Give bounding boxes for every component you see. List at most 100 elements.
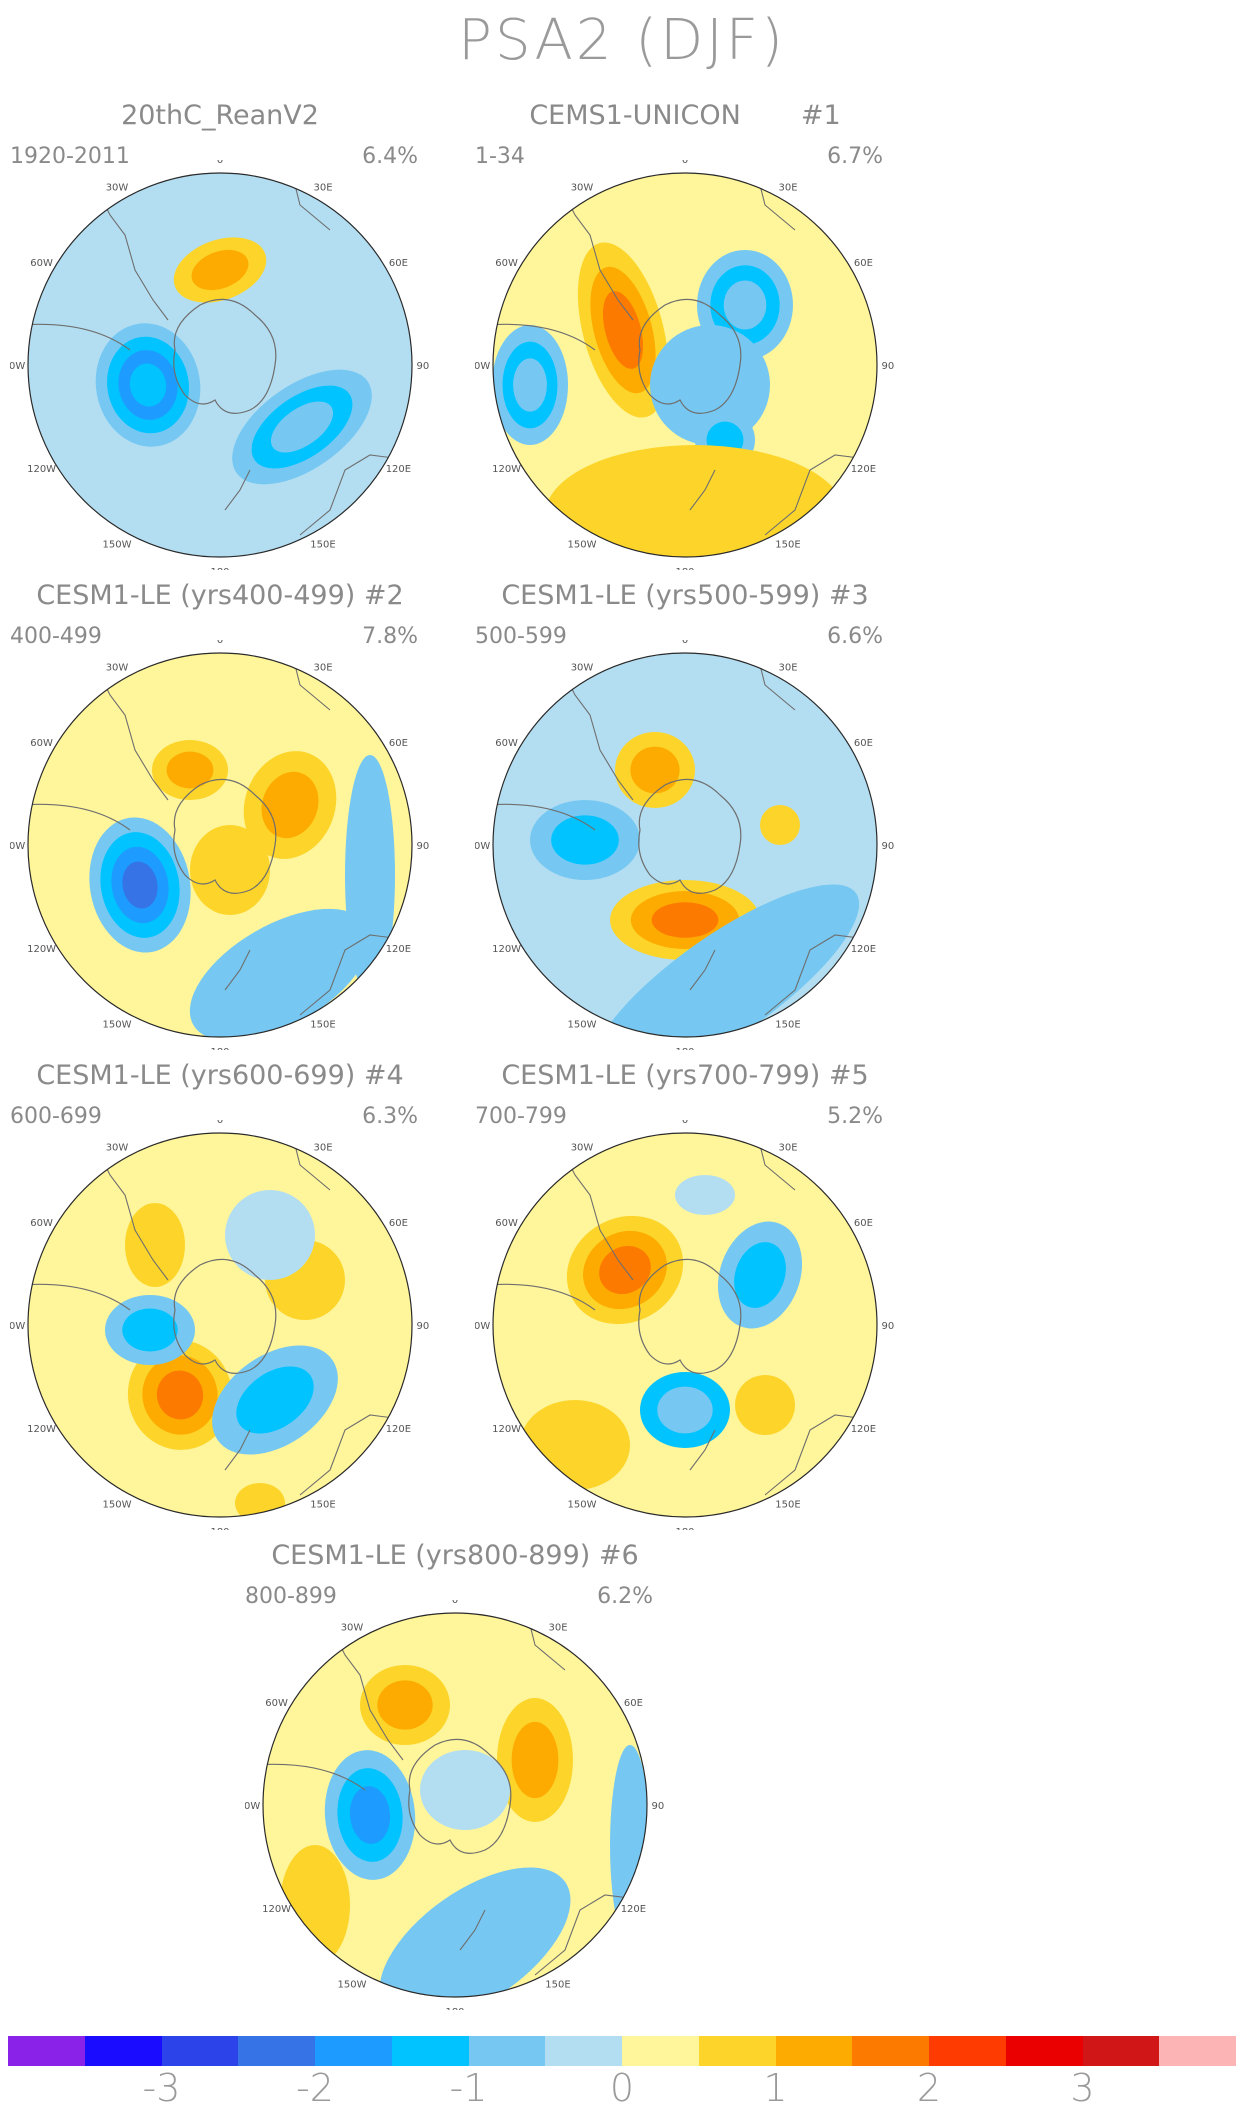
panel-variance-percent: 6.2%	[597, 1584, 653, 1609]
longitude-label: 30W	[106, 663, 129, 674]
colorbar-tick-label: -2	[296, 2066, 334, 2110]
longitude-label: 90W	[245, 1801, 260, 1812]
map-panel: 20thC_ReanV2 1920-2011 6.4% 0 30E 60E 90E 120E 1…	[10, 100, 430, 570]
longitude-label: 150E	[775, 1499, 800, 1510]
panel-title: 20thC_ReanV2	[121, 100, 319, 131]
longitude-label: 120W	[492, 464, 521, 475]
field-background	[28, 1133, 412, 1517]
australia-coastline	[299, 1414, 411, 1496]
longitude-label: 120E	[386, 1424, 411, 1435]
longitude-label: 90E	[651, 1801, 665, 1812]
polar-map: 0 30E 60E 90E 120E 150E 180 150W 120W 90W 60W 30W	[10, 1120, 430, 1530]
colorbar-swatch	[8, 2036, 85, 2066]
map-border	[492, 652, 878, 1038]
panel-years: 800-899	[245, 1584, 337, 1609]
longitude-label: 90W	[10, 841, 25, 852]
anomaly-contour	[673, 348, 747, 422]
contour-field	[28, 653, 412, 1037]
longitude-label: 60W	[265, 1698, 288, 1709]
longitude-label: 90E	[416, 841, 430, 852]
longitude-label: 120W	[27, 1424, 56, 1435]
coastline	[28, 1283, 131, 1311]
longitude-label: 30W	[571, 183, 594, 194]
anomaly-contour	[189, 908, 371, 1037]
coastline	[28, 323, 131, 351]
colorbar-swatch	[1082, 2036, 1160, 2066]
panel-variance-percent: 5.2%	[827, 1104, 883, 1129]
contour-field	[263, 1613, 647, 1997]
colorbar-swatch	[468, 2036, 546, 2066]
map-border	[492, 1132, 878, 1518]
australia-coastline	[764, 1414, 876, 1496]
figure-title: PSA2 (DJF)	[458, 8, 786, 73]
antarctica-coastline	[638, 1258, 742, 1374]
panel-years: 400-499	[10, 624, 102, 649]
anomaly-contour	[511, 1721, 559, 1799]
anomaly-contour	[551, 815, 619, 865]
polar-map: 0 30E 60E 90E 120E 150E 180 150W 120W 90W 60W 30W	[245, 1600, 665, 2010]
panel-variance-percent: 6.6%	[827, 624, 883, 649]
longitude-label: 60W	[495, 1218, 518, 1229]
contour-field	[28, 1133, 412, 1517]
panel-years: 600-699	[10, 1104, 102, 1129]
map-panel: CEMS1-UNICON #11-34 6.7% 0 30E 60E 90E 120E 150…	[475, 100, 895, 570]
colorbar-swatch	[775, 2036, 853, 2066]
longitude-label: 0	[217, 640, 223, 646]
anomaly-contour	[379, 1867, 571, 1997]
anomaly-contour	[261, 771, 319, 839]
longitude-label: 150E	[775, 1019, 800, 1030]
longitude-label: 90W	[475, 841, 490, 852]
longitude-label: 30W	[571, 1143, 594, 1154]
longitude-label: 90E	[881, 1321, 895, 1332]
longitude-label: 150W	[568, 1019, 597, 1030]
panel-title: CESM1-LE (yrs600-699) #4	[36, 1060, 404, 1091]
map-border	[27, 652, 413, 1038]
colorbar-tick-label: 1	[763, 2066, 788, 2110]
polar-map: 0 30E 60E 90E 120E 150E 180 150W 120W 90W 60W 30W	[475, 640, 895, 1050]
panel-title: CEMS1-UNICON #1	[529, 100, 841, 131]
colorbar-swatch	[852, 2036, 929, 2066]
map-border	[27, 1132, 413, 1518]
longitude-label: 90W	[10, 361, 25, 372]
antarctica-coastline	[638, 298, 742, 414]
new-zealand-coastline	[224, 949, 251, 991]
coastline	[263, 1763, 366, 1791]
longitude-label: 60E	[624, 1698, 643, 1709]
longitude-label: 0	[682, 1120, 688, 1126]
longitude-label: 30W	[571, 663, 594, 674]
longitude-label: 120W	[492, 944, 521, 955]
anomaly-contour	[520, 1400, 630, 1490]
longitude-label: 180	[210, 1527, 229, 1530]
longitude-label: 120W	[27, 464, 56, 475]
longitude-label: 30W	[341, 1623, 364, 1634]
longitude-label: 180	[210, 567, 229, 570]
longitude-label: 150E	[775, 539, 800, 550]
longitude-label: 90W	[475, 1321, 490, 1332]
panel-variance-percent: 6.4%	[362, 144, 418, 169]
longitude-label: 180	[675, 1527, 694, 1530]
longitude-label: 60W	[495, 258, 518, 269]
anomaly-contour	[270, 401, 334, 453]
colorbar-swatch	[1005, 2036, 1083, 2066]
anomaly-contour	[675, 1175, 735, 1215]
anomaly-contour	[734, 1242, 786, 1308]
panel-years: 700-799	[475, 1104, 567, 1129]
anomaly-contour	[129, 363, 167, 407]
contour-field	[493, 173, 877, 557]
longitude-label: 30E	[313, 663, 332, 674]
panel-years: 500-599	[475, 624, 567, 649]
antarctica-coastline	[173, 1258, 277, 1374]
colorbar-tick-label: 2	[916, 2066, 942, 2110]
longitude-label: 150W	[338, 1979, 367, 1990]
longitude-label: 30W	[106, 183, 129, 194]
coastline	[28, 803, 131, 831]
anomaly-contour	[651, 902, 719, 938]
longitude-label: 30E	[778, 183, 797, 194]
panel-years: 1-34	[475, 144, 525, 169]
australia-coastline	[764, 934, 876, 1016]
polar-map: 0 30E 60E 90E 120E 150E 180 150W 120W 90W 60W 30W	[475, 160, 895, 570]
map-panel: CESM1-LE (yrs700-799) #5 700-799 5.2% 0 30E 6…	[475, 1060, 895, 1530]
longitude-label: 30E	[548, 1623, 567, 1634]
anomaly-contour	[735, 1375, 795, 1435]
anomaly-contour	[345, 755, 395, 995]
